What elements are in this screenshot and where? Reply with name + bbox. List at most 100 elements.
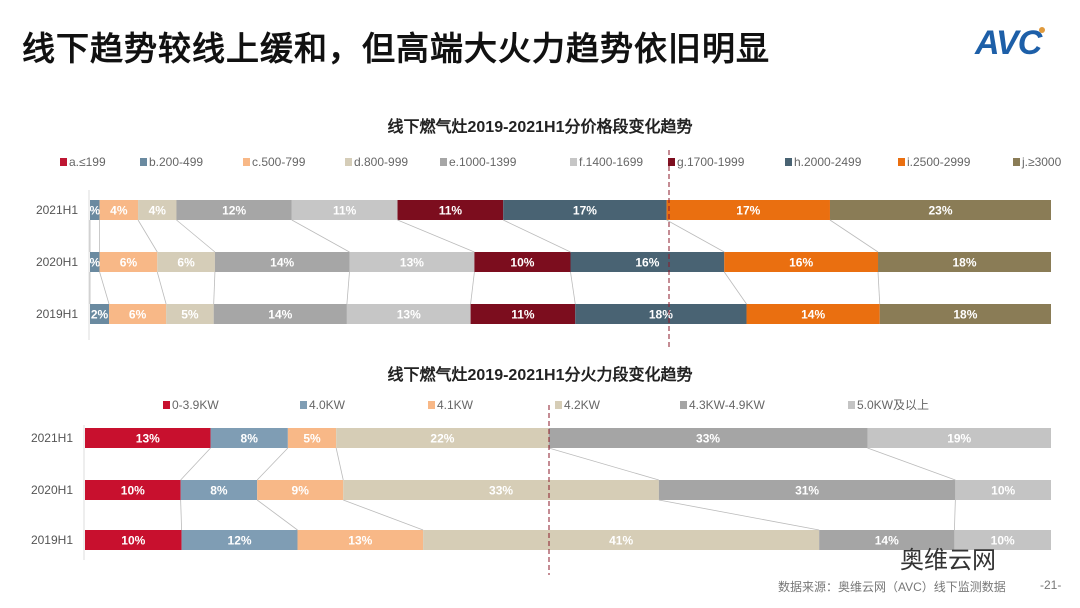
data-label: 12% [222,204,246,218]
legend-label: 4.0KW [309,398,346,412]
data-label: 6% [177,256,195,270]
data-label: 18% [649,308,673,322]
logo-text: AVC [975,24,1042,62]
legend-label: h.2000-2499 [794,155,862,169]
connector-line [570,271,576,305]
data-label: 2% [91,308,109,322]
bar-segment [548,428,868,448]
legend-swatch [60,158,67,166]
connector-line [343,499,424,531]
data-label: 14% [270,256,294,270]
connector-line [954,499,956,531]
bar-segment [819,530,955,550]
legend-swatch [785,158,792,166]
connector-line [137,219,158,253]
bar-segment [343,480,659,500]
bar-segment [85,530,182,550]
data-label: 13% [397,308,421,322]
bar-segment [291,200,398,220]
bar-segment [955,480,1051,500]
bar-segment [181,530,298,550]
bar-segment [336,428,549,448]
category-label: 2020H1 [31,483,73,497]
data-label: 10% [121,484,145,498]
legend-label: f.1400-1699 [579,155,643,169]
data-label: 10% [510,256,534,270]
legend-swatch [300,401,307,409]
bar-segment [746,304,880,324]
data-label: 18% [952,256,976,270]
data-label: 17% [736,204,760,218]
bar-segment [658,480,956,500]
data-label: 13% [136,432,160,446]
bar-segment [666,200,830,220]
bar-segment [257,480,344,500]
data-label: 17% [573,204,597,218]
bar-segment [879,304,1051,324]
legend-swatch [428,401,435,409]
bar-segment [109,304,167,324]
connector-line [256,447,289,481]
bar-segment [346,304,471,324]
bar-segment [878,252,1051,272]
connector-line [213,271,216,305]
legend-label: g.1700-1999 [677,155,745,169]
bar-segment [90,252,100,272]
bar-segment [166,304,214,324]
data-label: 33% [489,484,513,498]
bar-segment [210,428,288,448]
data-label: 23% [928,204,952,218]
legend-label: 4.1KW [437,398,474,412]
legend-swatch [680,401,687,409]
connector-line [397,219,475,253]
bar-segment [138,200,177,220]
data-label: 5% [303,432,321,446]
data-label: 14% [875,534,899,548]
bar-segment [503,200,667,220]
bar-segment [829,200,1051,220]
legend-swatch [898,158,905,166]
legend-swatch [140,158,147,166]
bar-segment [954,530,1051,550]
bar-segment [287,428,337,448]
data-label: 22% [430,432,454,446]
connector-line [335,447,344,481]
bar-segment [85,480,181,500]
legend-swatch [555,401,562,409]
bar-segment [213,304,347,324]
data-label: 12% [228,534,252,548]
connector-line [180,499,182,531]
connector-line [548,447,659,481]
connector-line [867,447,956,481]
category-label: 2021H1 [31,431,73,445]
legend-label: 0-3.9KW [172,398,219,412]
connector-line [877,271,881,305]
legend-label: e.1000-1399 [449,155,517,169]
legend-label: 5.0KW及以上 [857,398,929,412]
bar-segment [575,304,747,324]
page-title: 线下趋势较线上缓和，但高端大火力趋势依旧明显 [22,29,770,68]
legend-label: j.≥3000 [1021,155,1062,169]
legend-label: c.500-799 [252,155,306,169]
data-label: 10% [121,534,145,548]
data-label: 19% [947,432,971,446]
data-label: 10% [991,484,1015,498]
page-number: -21- [1040,578,1062,592]
connector-line [723,271,747,305]
legend-label: d.800-999 [354,155,408,169]
data-label: 5% [181,308,199,322]
data-label: 4% [110,204,128,218]
bar-segment [176,200,292,220]
data-label: 16% [635,256,659,270]
data-label: 16% [789,256,813,270]
connector-line [829,219,879,253]
legend-label: i.2500-2999 [907,155,971,169]
connector-line [176,219,216,253]
data-label: 41% [609,534,633,548]
legend-label: 4.3KW-4.9KW [689,398,765,412]
bar-segment [157,252,215,272]
connector-line [180,447,211,481]
bar-segment [349,252,475,272]
legend-swatch [570,158,577,166]
